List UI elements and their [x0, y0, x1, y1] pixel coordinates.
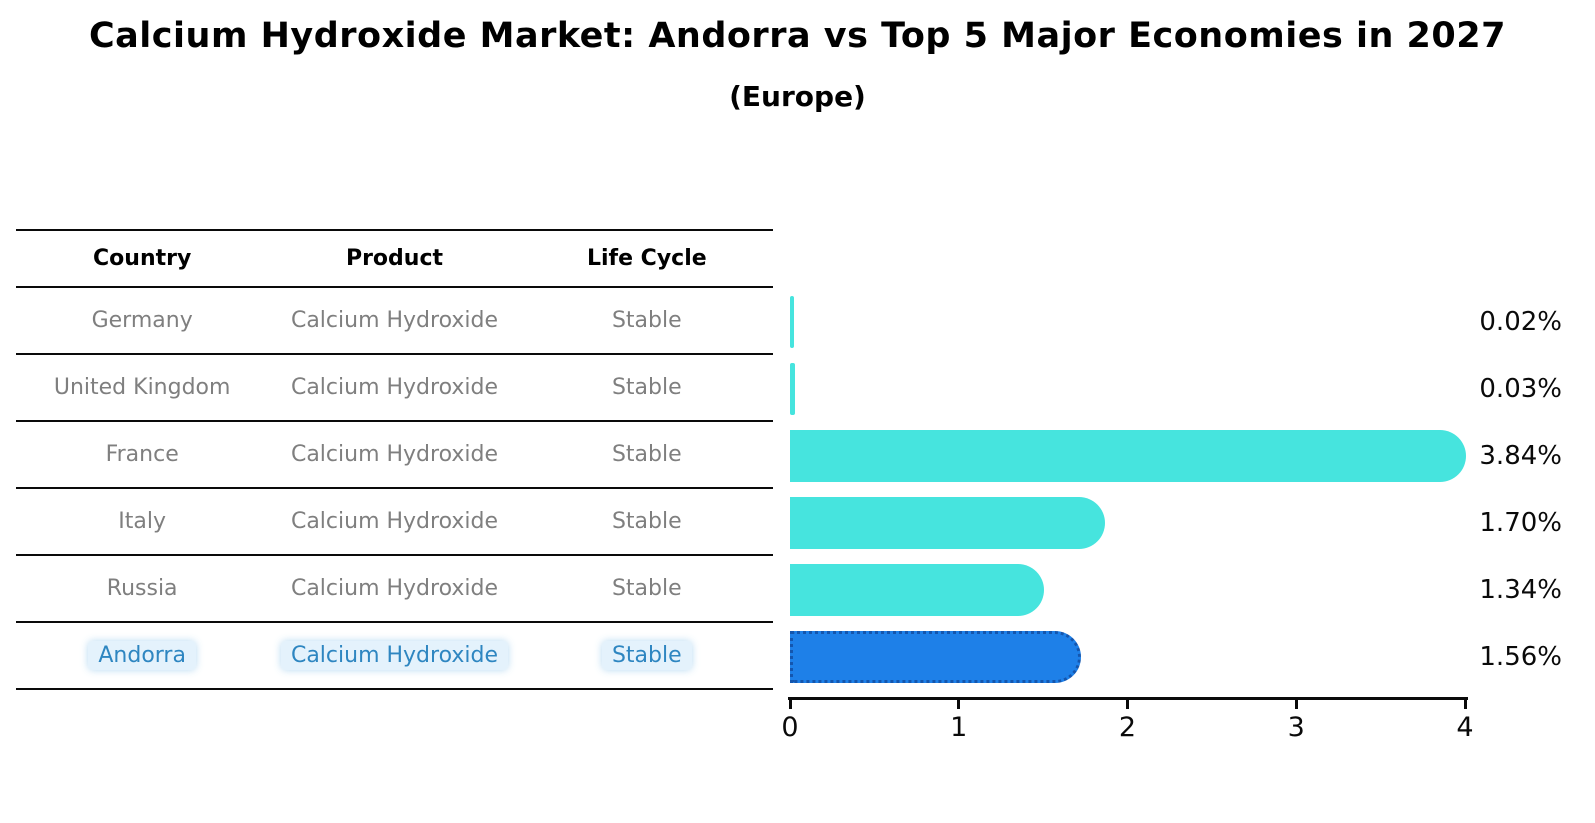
value-label-andorra: 1.56%	[1479, 641, 1562, 672]
table-cell-text: France	[105, 442, 179, 467]
table-cell-product: Calcium Hydroxide	[268, 641, 520, 670]
value-label-france: 3.84%	[1479, 440, 1562, 471]
chart-title: Calcium Hydroxide Market: Andorra vs Top…	[89, 16, 1506, 56]
x-tick-label-4: 4	[1456, 712, 1474, 743]
table-row-france: France Calcium Hydroxide Stable	[16, 422, 773, 489]
table-cell-text: Stable	[601, 641, 692, 670]
table-cell-text: United Kingdom	[53, 375, 231, 400]
value-label-italy: 1.70%	[1479, 507, 1562, 538]
x-tick-mark-2	[1126, 700, 1129, 709]
table-cell-text: Germany	[91, 308, 193, 333]
table-cell-text: Andorra	[88, 641, 196, 670]
table-cell-text: Calcium Hydroxide	[290, 509, 499, 534]
country-table: Country Product Life Cycle Germany Calciu…	[16, 229, 773, 690]
x-tick-mark-1	[957, 700, 961, 709]
bar-germany	[790, 295, 794, 348]
table-cell-life-cycle: Stable	[521, 375, 773, 400]
table-cell-country: Italy	[16, 509, 268, 534]
table-row-russia: Russia Calcium Hydroxide Stable	[16, 556, 773, 623]
table-cell-text: Italy	[118, 509, 167, 534]
table-cell-text: Stable	[611, 576, 682, 601]
table-header-product: Product	[345, 246, 444, 271]
table-cell-text: Stable	[611, 375, 682, 400]
table-cell-product: Calcium Hydroxide	[268, 576, 520, 601]
bar-france	[790, 429, 1466, 482]
table-cell-product: Calcium Hydroxide	[268, 442, 520, 467]
table-cell-text: Stable	[611, 509, 682, 534]
table-cell-text: Calcium Hydroxide	[290, 375, 499, 400]
value-label-germany: 0.02%	[1479, 306, 1562, 337]
value-label-united-kingdom: 0.03%	[1479, 373, 1562, 404]
table-cell-text: Russia	[106, 576, 178, 601]
table-cell-text: Stable	[611, 308, 682, 333]
table-cell-text: Stable	[611, 442, 682, 467]
bar-united-kingdom	[790, 362, 796, 415]
table-cell-text: Calcium Hydroxide	[280, 641, 509, 670]
table-cell-text: Calcium Hydroxide	[290, 308, 499, 333]
table-row-germany: Germany Calcium Hydroxide Stable	[16, 288, 773, 355]
table-cell-life-cycle: Stable	[521, 308, 773, 333]
table-header-country: Country	[93, 246, 192, 271]
table-cell-country: United Kingdom	[16, 375, 268, 400]
table-header-life-cycle: Life Cycle	[586, 246, 707, 271]
table-cell-product: Calcium Hydroxide	[268, 375, 520, 400]
chart-subtitle: (Europe)	[729, 80, 866, 113]
table-row-united-kingdom: United Kingdom Calcium Hydroxide Stable	[16, 355, 773, 422]
bar-italy	[790, 496, 1105, 549]
table-cell-life-cycle: Stable	[521, 442, 773, 467]
x-tick-label-1: 1	[950, 712, 968, 743]
x-tick-mark-0	[788, 700, 792, 709]
x-tick-label-3: 3	[1287, 712, 1305, 743]
table-cell-life-cycle: Stable	[521, 576, 773, 601]
table-cell-product: Calcium Hydroxide	[268, 308, 520, 333]
x-tick-label-0: 0	[781, 712, 799, 743]
bar-russia	[790, 563, 1045, 616]
x-tick-label-2: 2	[1118, 712, 1137, 743]
table-cell-life-cycle: Stable	[521, 641, 773, 670]
table-cell-text: Calcium Hydroxide	[290, 442, 499, 467]
table-cell-country: Andorra	[16, 641, 268, 670]
table-cell-country: Russia	[16, 576, 268, 601]
bar-andorra	[790, 630, 1082, 683]
x-axis-line	[788, 697, 1468, 700]
table-row-andorra: Andorra Calcium Hydroxide Stable	[16, 623, 773, 690]
x-tick-mark-3	[1294, 700, 1298, 709]
table-header-row: Country Product Life Cycle	[16, 229, 773, 288]
table-cell-product: Calcium Hydroxide	[268, 509, 520, 534]
table-row-italy: Italy Calcium Hydroxide Stable	[16, 489, 773, 556]
x-tick-mark-4	[1463, 700, 1467, 709]
value-label-russia: 1.34%	[1479, 574, 1562, 605]
table-cell-life-cycle: Stable	[521, 509, 773, 534]
table-body: Germany Calcium Hydroxide Stable United Kin…	[16, 288, 773, 690]
table-cell-country: Germany	[16, 308, 268, 333]
table-cell-text: Calcium Hydroxide	[290, 576, 499, 601]
table-cell-country: France	[16, 442, 268, 467]
